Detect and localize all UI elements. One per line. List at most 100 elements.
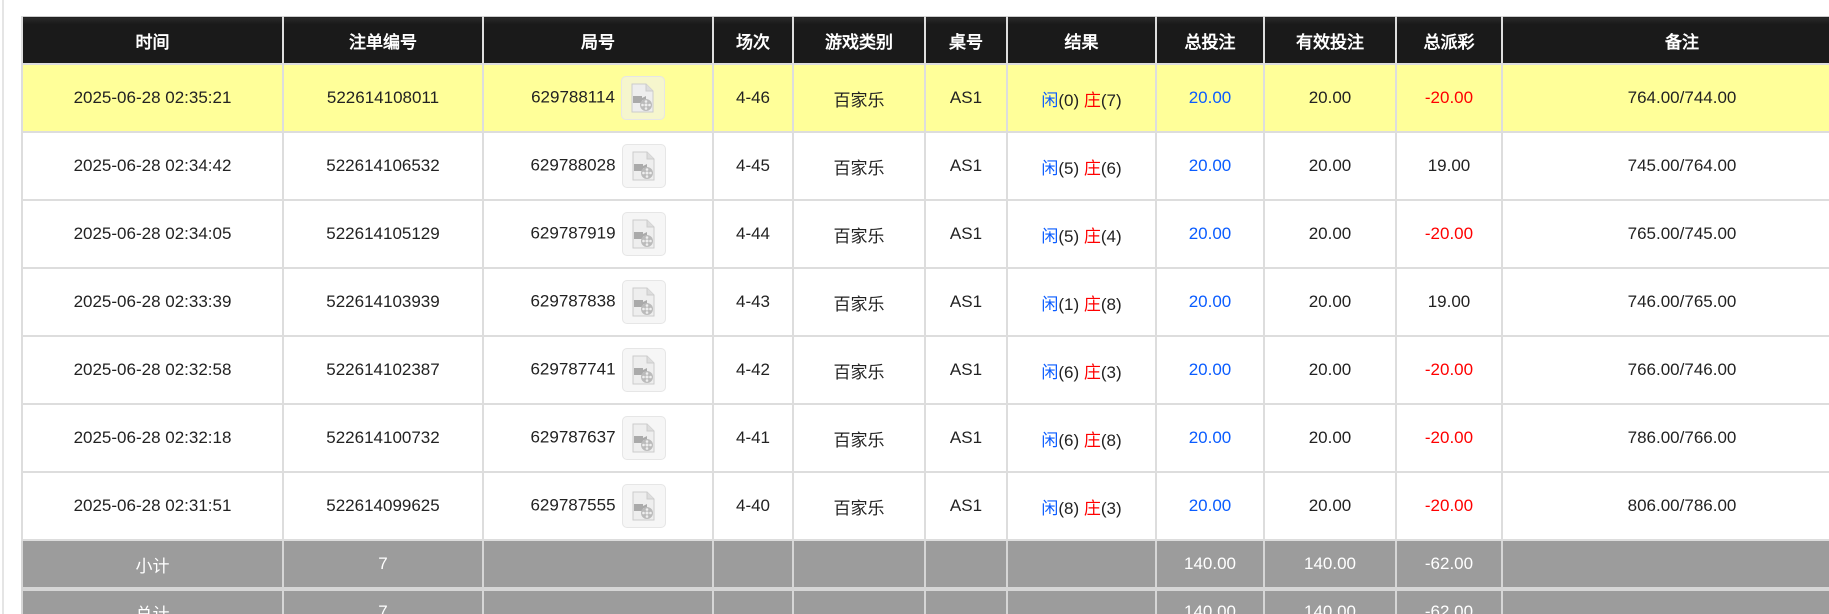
subtotal-valid-bet: 140.00 [1263, 539, 1397, 590]
banker-score: (8) [1100, 430, 1122, 450]
cell-note: 766.00/746.00 [1501, 335, 1829, 405]
empty-cell [712, 587, 794, 614]
cell-valid-bet: 20.00 [1263, 335, 1397, 405]
cell-note: 745.00/764.00 [1501, 131, 1829, 201]
empty-cell [482, 587, 714, 614]
header-payout: 总派彩 [1395, 16, 1503, 65]
cell-round: 629788028 [482, 131, 714, 201]
cell-valid-bet: 20.00 [1263, 403, 1397, 473]
cell-total-bet: 20.00 [1155, 267, 1265, 337]
cell-round: 629787741 [482, 335, 714, 405]
cell-shoe: 4-41 [712, 403, 794, 473]
cell-note: 764.00/744.00 [1501, 63, 1829, 133]
banker-label: 庄 [1083, 90, 1101, 110]
banker-label: 庄 [1083, 294, 1101, 314]
bet-records-table: 时间 注单编号 局号 场次 游戏类别 桌号 结果 总投注 有效投注 总派彩 备注 2025-06-2… [21, 16, 1829, 614]
cell-round: 629787838 [482, 267, 714, 337]
cell-valid-bet: 20.00 [1263, 267, 1397, 337]
table-row[interactable]: 2025-06-28 02:31:51 522614099625 6297875… [21, 471, 1829, 541]
cell-note: 765.00/745.00 [1501, 199, 1829, 269]
header-valid-bet: 有效投注 [1263, 16, 1397, 65]
video-replay-icon[interactable] [620, 76, 665, 120]
header-note: 备注 [1501, 16, 1829, 65]
cell-round: 629788114 [482, 63, 714, 133]
round-number: 629787741 [530, 359, 616, 379]
header-shoe: 场次 [712, 16, 794, 65]
cell-payout: -20.00 [1395, 403, 1503, 473]
cell-shoe: 4-44 [712, 199, 794, 269]
header-table-no: 桌号 [924, 16, 1008, 65]
round-number: 629787919 [530, 223, 616, 243]
cell-bet-id: 522614099625 [282, 471, 484, 541]
video-replay-icon[interactable] [621, 416, 666, 460]
player-score: (5) [1058, 226, 1080, 246]
cell-total-bet: 20.00 [1155, 199, 1265, 269]
grandtotal-count: 7 [282, 587, 484, 614]
video-replay-icon[interactable] [621, 144, 666, 188]
cell-payout: -20.00 [1395, 199, 1503, 269]
video-replay-icon[interactable] [621, 484, 666, 528]
cell-round: 629787637 [482, 403, 714, 473]
empty-cell [792, 539, 926, 590]
video-replay-icon[interactable] [621, 348, 666, 392]
grandtotal-payout: -62.00 [1395, 587, 1503, 614]
player-label: 闲 [1041, 226, 1059, 246]
header-time: 时间 [21, 16, 284, 65]
cell-round: 629787919 [482, 199, 714, 269]
cell-game-type: 百家乐 [792, 335, 926, 405]
cell-shoe: 4-45 [712, 131, 794, 201]
cell-payout: -20.00 [1395, 471, 1503, 541]
table-row[interactable]: 2025-06-28 02:32:18 522614100732 6297876… [21, 403, 1829, 473]
cell-round: 629787555 [482, 471, 714, 541]
banker-score: (3) [1100, 362, 1122, 382]
cell-result: 闲(5) 庄(4) [1006, 199, 1157, 269]
subtotal-total-bet: 140.00 [1155, 539, 1265, 590]
cell-table-no: AS1 [924, 199, 1008, 269]
cell-table-no: AS1 [924, 131, 1008, 201]
cell-game-type: 百家乐 [792, 131, 926, 201]
cell-game-type: 百家乐 [792, 403, 926, 473]
cell-result: 闲(0) 庄(7) [1006, 63, 1157, 133]
cell-valid-bet: 20.00 [1263, 471, 1397, 541]
cell-time: 2025-06-28 02:33:39 [21, 267, 284, 337]
cell-total-bet: 20.00 [1155, 131, 1265, 201]
subtotal-row: 小计 7 140.00 140.00 -62.00 [21, 539, 1829, 590]
cell-time: 2025-06-28 02:34:42 [21, 131, 284, 201]
player-label: 闲 [1041, 294, 1059, 314]
subtotal-count: 7 [282, 539, 484, 590]
header-game-type: 游戏类别 [792, 16, 926, 65]
cell-table-no: AS1 [924, 471, 1008, 541]
cell-time: 2025-06-28 02:32:58 [21, 335, 284, 405]
player-score: (6) [1058, 362, 1080, 382]
banker-score: (7) [1100, 90, 1122, 110]
banker-label: 庄 [1083, 498, 1101, 518]
round-number: 629787637 [530, 427, 616, 447]
header-total-bet: 总投注 [1155, 16, 1265, 65]
player-score: (0) [1058, 90, 1080, 110]
cell-total-bet: 20.00 [1155, 403, 1265, 473]
cell-bet-id: 522614103939 [282, 267, 484, 337]
banker-score: (3) [1100, 498, 1122, 518]
table-row[interactable]: 2025-06-28 02:34:42 522614106532 6297880… [21, 131, 1829, 201]
cell-result: 闲(1) 庄(8) [1006, 267, 1157, 337]
video-replay-icon[interactable] [621, 212, 666, 256]
cell-table-no: AS1 [924, 63, 1008, 133]
empty-cell [924, 539, 1008, 590]
subtotal-label: 小计 [21, 539, 284, 590]
cell-note: 806.00/786.00 [1501, 471, 1829, 541]
cell-table-no: AS1 [924, 267, 1008, 337]
empty-cell [1501, 587, 1829, 614]
empty-cell [1006, 587, 1157, 614]
round-number: 629787555 [530, 495, 616, 515]
table-row[interactable]: 2025-06-28 02:33:39 522614103939 6297878… [21, 267, 1829, 337]
cell-time: 2025-06-28 02:35:21 [21, 63, 284, 133]
video-replay-icon[interactable] [621, 280, 666, 324]
round-number: 629788028 [530, 155, 616, 175]
table-row[interactable]: 2025-06-28 02:32:58 522614102387 6297877… [21, 335, 1829, 405]
table-row[interactable]: 2025-06-28 02:35:21 522614108011 6297881… [21, 63, 1829, 133]
cell-table-no: AS1 [924, 403, 1008, 473]
table-row[interactable]: 2025-06-28 02:34:05 522614105129 6297879… [21, 199, 1829, 269]
banker-score: (4) [1100, 226, 1122, 246]
cell-game-type: 百家乐 [792, 199, 926, 269]
player-score: (5) [1058, 158, 1080, 178]
